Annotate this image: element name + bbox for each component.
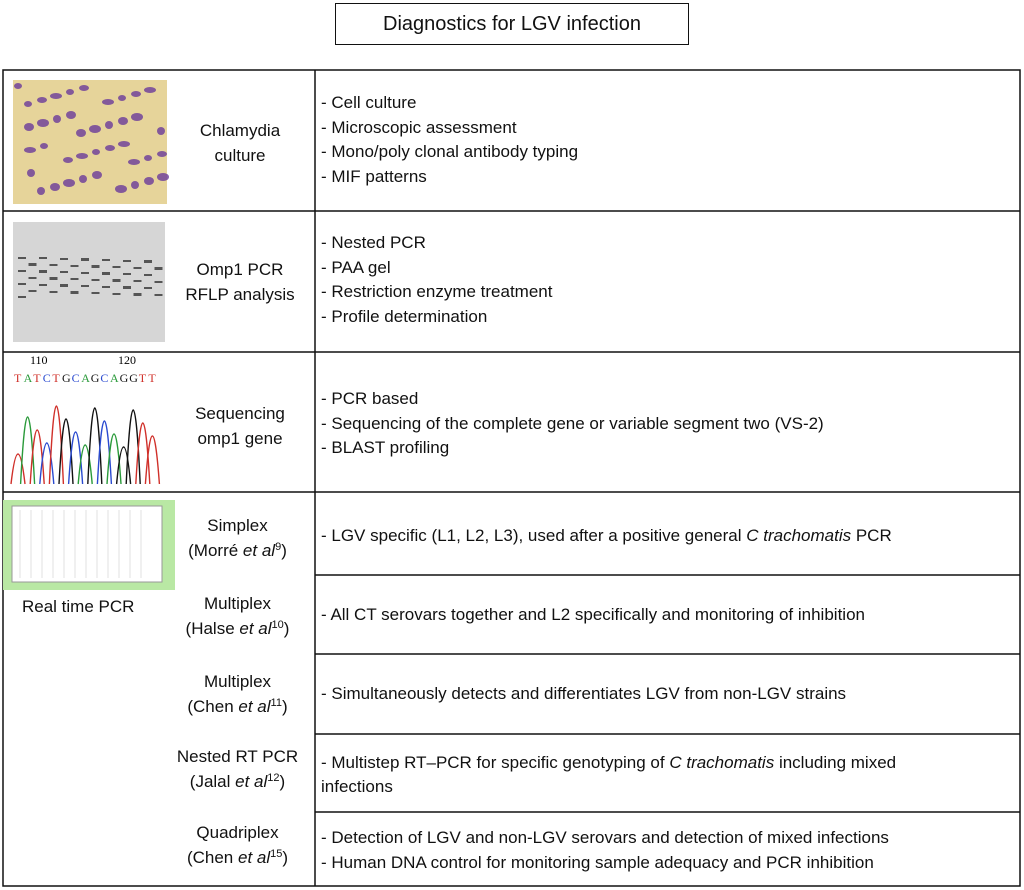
item-text: - All CT serovars together and L2 specif… bbox=[321, 605, 865, 624]
item: - All CT serovars together and L2 specif… bbox=[321, 604, 865, 626]
et-al: et al bbox=[235, 772, 268, 791]
base: G bbox=[91, 371, 100, 385]
method: Chlamydia bbox=[199, 121, 281, 140]
gel-image bbox=[13, 222, 165, 342]
base: A bbox=[81, 371, 90, 385]
ref: 15 bbox=[270, 848, 283, 860]
et-al: et al bbox=[242, 541, 276, 560]
item-text: including mixed bbox=[774, 753, 897, 772]
close: ) bbox=[281, 541, 287, 560]
et-al: et al bbox=[238, 697, 271, 716]
item-text: PCR bbox=[851, 526, 892, 545]
assay-ref: (Chen et al15) bbox=[160, 847, 315, 869]
item-text: - Human DNA control for monitoring sampl… bbox=[321, 853, 874, 872]
base: C bbox=[100, 371, 108, 385]
assay-ref: (Halse et al10) bbox=[160, 618, 315, 640]
base: A bbox=[110, 371, 119, 385]
item: - Restriction enzyme treatment bbox=[321, 282, 553, 302]
assay-name: Multiplex bbox=[203, 672, 272, 691]
method: culture bbox=[214, 146, 266, 165]
item: - Nested PCR bbox=[321, 233, 426, 252]
base: G bbox=[120, 371, 129, 385]
close: ) bbox=[281, 697, 288, 716]
method: Omp1 PCR bbox=[196, 260, 284, 279]
base: C bbox=[72, 371, 80, 385]
base: G bbox=[62, 371, 71, 385]
ref: 10 bbox=[271, 619, 284, 631]
item: infections bbox=[321, 776, 393, 798]
item: - Simultaneously detects and differentia… bbox=[321, 683, 846, 705]
author: (Halse bbox=[185, 619, 240, 638]
author: (Jalal bbox=[189, 772, 236, 791]
et-al: et al bbox=[237, 848, 271, 867]
item-text: - Detection of LGV and non-LGV serovars … bbox=[321, 828, 889, 847]
assay-name: Multiplex bbox=[203, 594, 272, 613]
real-time-pcr-image bbox=[3, 500, 175, 590]
item-italic: C trachomatis bbox=[746, 526, 852, 545]
item: - Sequencing of the complete gene or var… bbox=[321, 413, 824, 433]
title: Diagnostics for LGV infection bbox=[335, 3, 689, 45]
ref: 11 bbox=[270, 697, 282, 709]
ref: 12 bbox=[267, 772, 280, 784]
item: - BLAST profiling bbox=[321, 438, 450, 458]
position-label: 120 bbox=[118, 353, 136, 367]
close: ) bbox=[283, 619, 290, 638]
base: T bbox=[139, 371, 147, 385]
method: RFLP analysis bbox=[185, 285, 295, 304]
assay-name: Quadriplex bbox=[196, 823, 279, 842]
method: Real time PCR bbox=[22, 597, 135, 616]
item: - Cell culture bbox=[321, 93, 417, 112]
item-text: - Multistep RT–PCR for specific genotypi… bbox=[321, 753, 670, 772]
item: - Human DNA control for monitoring sampl… bbox=[321, 852, 874, 874]
author: (Chen bbox=[186, 848, 238, 867]
et-al: et al bbox=[239, 619, 272, 638]
item-italic: C trachomatis bbox=[669, 753, 775, 772]
item: - Detection of LGV and non-LGV serovars … bbox=[321, 827, 889, 849]
item: - PCR based bbox=[321, 389, 419, 408]
base: T bbox=[148, 371, 156, 385]
item: - Microscopic assessment bbox=[321, 117, 517, 137]
item: - PAA gel bbox=[321, 257, 391, 277]
position-label: 110 bbox=[30, 353, 48, 367]
item: - Profile determination bbox=[321, 306, 488, 326]
author: (Morré bbox=[188, 541, 243, 560]
item: - Mono/poly clonal antibody typing bbox=[321, 142, 579, 162]
item: - MIF patterns bbox=[321, 166, 427, 186]
author: (Chen bbox=[187, 697, 239, 716]
item-text: infections bbox=[321, 777, 393, 796]
base: C bbox=[43, 371, 51, 385]
base: T bbox=[14, 371, 22, 385]
close: ) bbox=[282, 848, 289, 867]
ref: 9 bbox=[275, 541, 282, 553]
item-text: - LGV specific (L1, L2, L3), used after … bbox=[321, 526, 747, 545]
base: T bbox=[33, 371, 41, 385]
assay-name: Simplex bbox=[207, 516, 268, 535]
close: ) bbox=[279, 772, 286, 791]
base: T bbox=[52, 371, 60, 385]
assay-ref: (Morré et al9) bbox=[160, 540, 315, 562]
base: G bbox=[129, 371, 138, 385]
item-text: - Simultaneously detects and differentia… bbox=[321, 684, 847, 703]
assay-name: Nested RT PCR bbox=[176, 747, 299, 766]
item: - LGV specific (L1, L2, L3), used after … bbox=[321, 525, 892, 547]
assay-ref: (Jalal et al12) bbox=[160, 771, 315, 793]
base: A bbox=[24, 371, 33, 385]
culture-image bbox=[13, 80, 169, 204]
item: - Multistep RT–PCR for specific genotypi… bbox=[321, 752, 896, 774]
assay-ref: (Chen et al11) bbox=[160, 696, 315, 718]
method: Sequencing bbox=[195, 404, 285, 423]
method: omp1 gene bbox=[197, 429, 283, 448]
